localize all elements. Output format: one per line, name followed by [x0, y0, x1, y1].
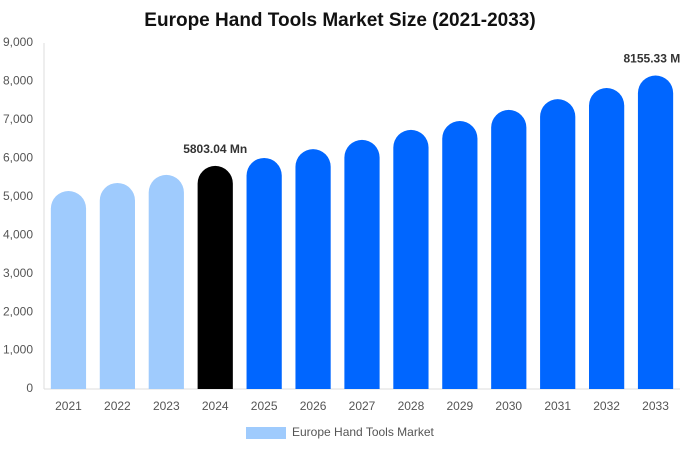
- x-tick-label: 2032: [593, 399, 620, 413]
- legend-label: Europe Hand Tools Market: [292, 425, 435, 439]
- y-tick-label: 3,000: [3, 266, 33, 280]
- x-tick-label: 2033: [642, 399, 669, 413]
- bar: [540, 99, 576, 389]
- legend-swatch: [246, 427, 286, 439]
- y-tick-label: 2,000: [3, 304, 33, 318]
- y-tick-label: 9,000: [3, 35, 33, 49]
- bar: [344, 139, 380, 389]
- x-tick-label: 2023: [153, 399, 180, 413]
- y-tick-label: 8,000: [3, 74, 33, 88]
- x-tick-label: 2025: [251, 399, 278, 413]
- value-label: 5803.04 Mn: [183, 142, 247, 156]
- bar: [393, 129, 429, 389]
- y-tick-label: 5,000: [3, 189, 33, 203]
- value-label: 8155.33 Mn: [624, 52, 680, 66]
- x-tick-label: 2026: [300, 399, 327, 413]
- bar: [589, 87, 625, 389]
- bar: [295, 149, 331, 389]
- y-tick-label: 0: [26, 381, 33, 395]
- x-tick-label: 2029: [446, 399, 473, 413]
- bar: [197, 165, 233, 389]
- bar: [148, 174, 184, 389]
- y-tick-label: 6,000: [3, 151, 33, 165]
- bar: [491, 109, 527, 389]
- y-tick-label: 4,000: [3, 227, 33, 241]
- y-tick-label: 1,000: [3, 343, 33, 357]
- x-tick-label: 2031: [544, 399, 571, 413]
- x-tick-label: 2021: [55, 399, 82, 413]
- bar: [99, 182, 135, 389]
- x-tick-label: 2028: [398, 399, 425, 413]
- bar: [442, 121, 478, 389]
- x-tick-label: 2024: [202, 399, 229, 413]
- x-tick-label: 2027: [349, 399, 376, 413]
- bar: [50, 191, 87, 389]
- x-tick-label: 2022: [104, 399, 131, 413]
- y-tick-label: 7,000: [3, 112, 33, 126]
- bar: [246, 157, 282, 389]
- bar: [637, 75, 674, 389]
- x-tick-label: 2030: [495, 399, 522, 413]
- chart-title: Europe Hand Tools Market Size (2021-2033…: [144, 10, 535, 31]
